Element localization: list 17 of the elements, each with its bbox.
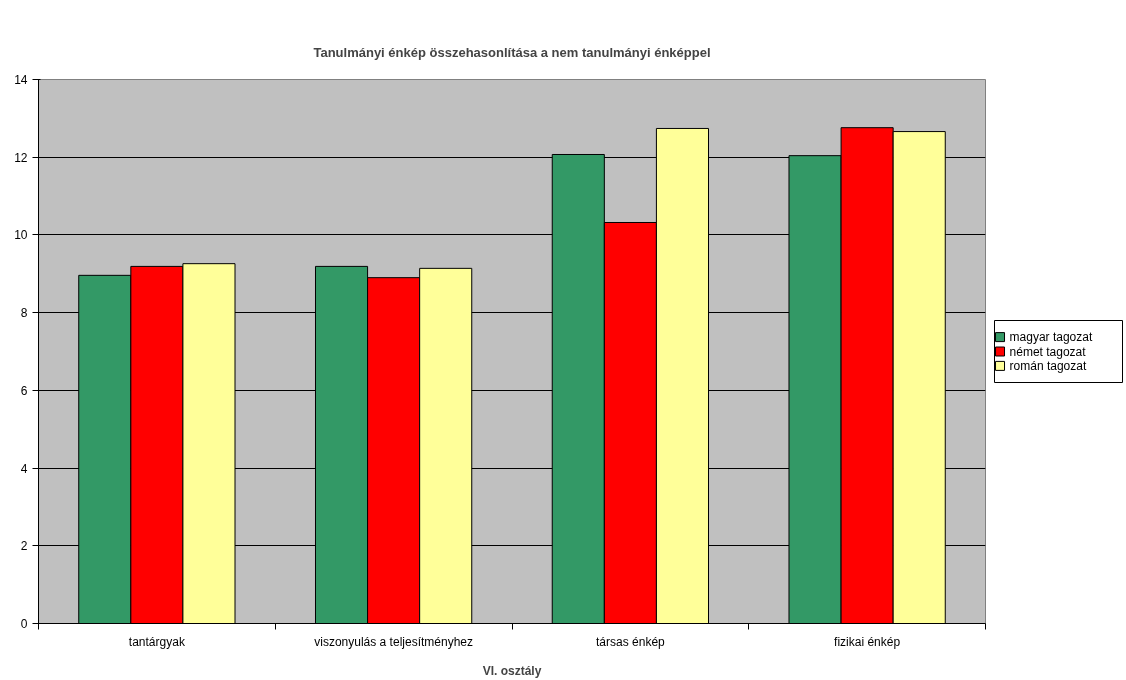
x-tick-label: tantárgyak	[128, 634, 186, 649]
y-tick-label: 14	[14, 73, 28, 87]
legend-label: magyar tagozat	[1009, 330, 1093, 345]
y-tick-label: 6	[20, 383, 28, 398]
y-tick-label: 12	[14, 150, 28, 165]
chart-title: Tanulmányi énkép összehasonlítása a nem tanulmányi énképpel	[313, 44, 711, 60]
y-tick-label: 8	[20, 306, 28, 321]
x-axis-title: VI. osztály	[482, 663, 542, 678]
y-tick-label: 0	[20, 617, 28, 631]
x-tick-label: társas énkép	[596, 634, 666, 649]
x-tick-label: fizikai énkép	[834, 634, 901, 649]
legend-label: német tagozat	[1009, 344, 1087, 359]
y-tick-label: 2	[20, 539, 28, 554]
x-tick-label: viszonyulás a teljesítményhez	[314, 634, 473, 649]
y-tick-label: 4	[20, 461, 28, 476]
legend-label: román tagozat	[1009, 358, 1087, 373]
y-tick-label: 10	[14, 228, 28, 243]
